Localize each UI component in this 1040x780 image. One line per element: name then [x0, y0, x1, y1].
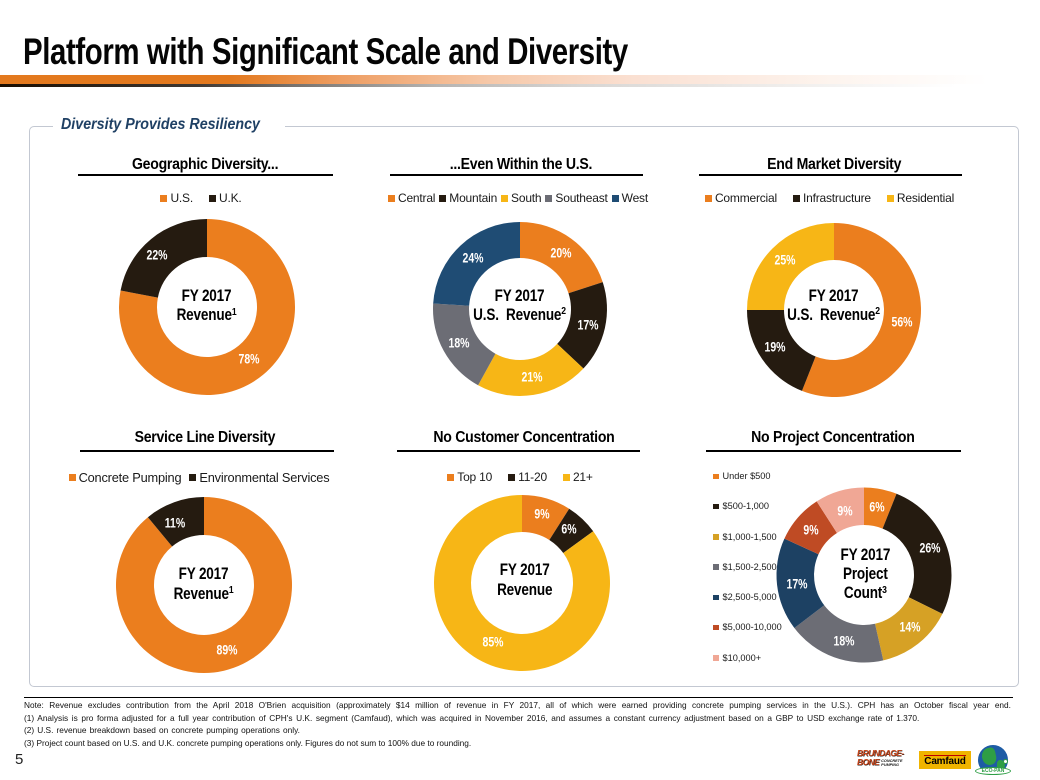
svg-text:9%: 9%	[534, 506, 549, 522]
svg-text:21%: 21%	[521, 369, 542, 385]
svg-text:14%: 14%	[899, 619, 920, 635]
svg-text:78%: 78%	[238, 351, 259, 367]
svg-text:85%: 85%	[482, 634, 503, 650]
svg-text:20%: 20%	[550, 245, 571, 261]
svg-text:26%: 26%	[919, 540, 940, 556]
svg-text:19%: 19%	[764, 339, 785, 355]
svg-text:18%: 18%	[448, 335, 469, 351]
svg-text:11%: 11%	[165, 515, 185, 531]
svg-text:9%: 9%	[837, 503, 852, 519]
svg-text:17%: 17%	[577, 317, 598, 333]
svg-text:24%: 24%	[462, 250, 483, 266]
svg-text:89%: 89%	[216, 642, 237, 658]
svg-text:56%: 56%	[891, 314, 912, 330]
svg-text:17%: 17%	[786, 576, 807, 592]
svg-text:6%: 6%	[561, 521, 576, 537]
svg-text:18%: 18%	[833, 633, 854, 649]
svg-text:9%: 9%	[803, 522, 818, 538]
svg-text:6%: 6%	[869, 499, 884, 515]
svg-text:22%: 22%	[146, 247, 167, 263]
svg-text:25%: 25%	[774, 252, 795, 268]
